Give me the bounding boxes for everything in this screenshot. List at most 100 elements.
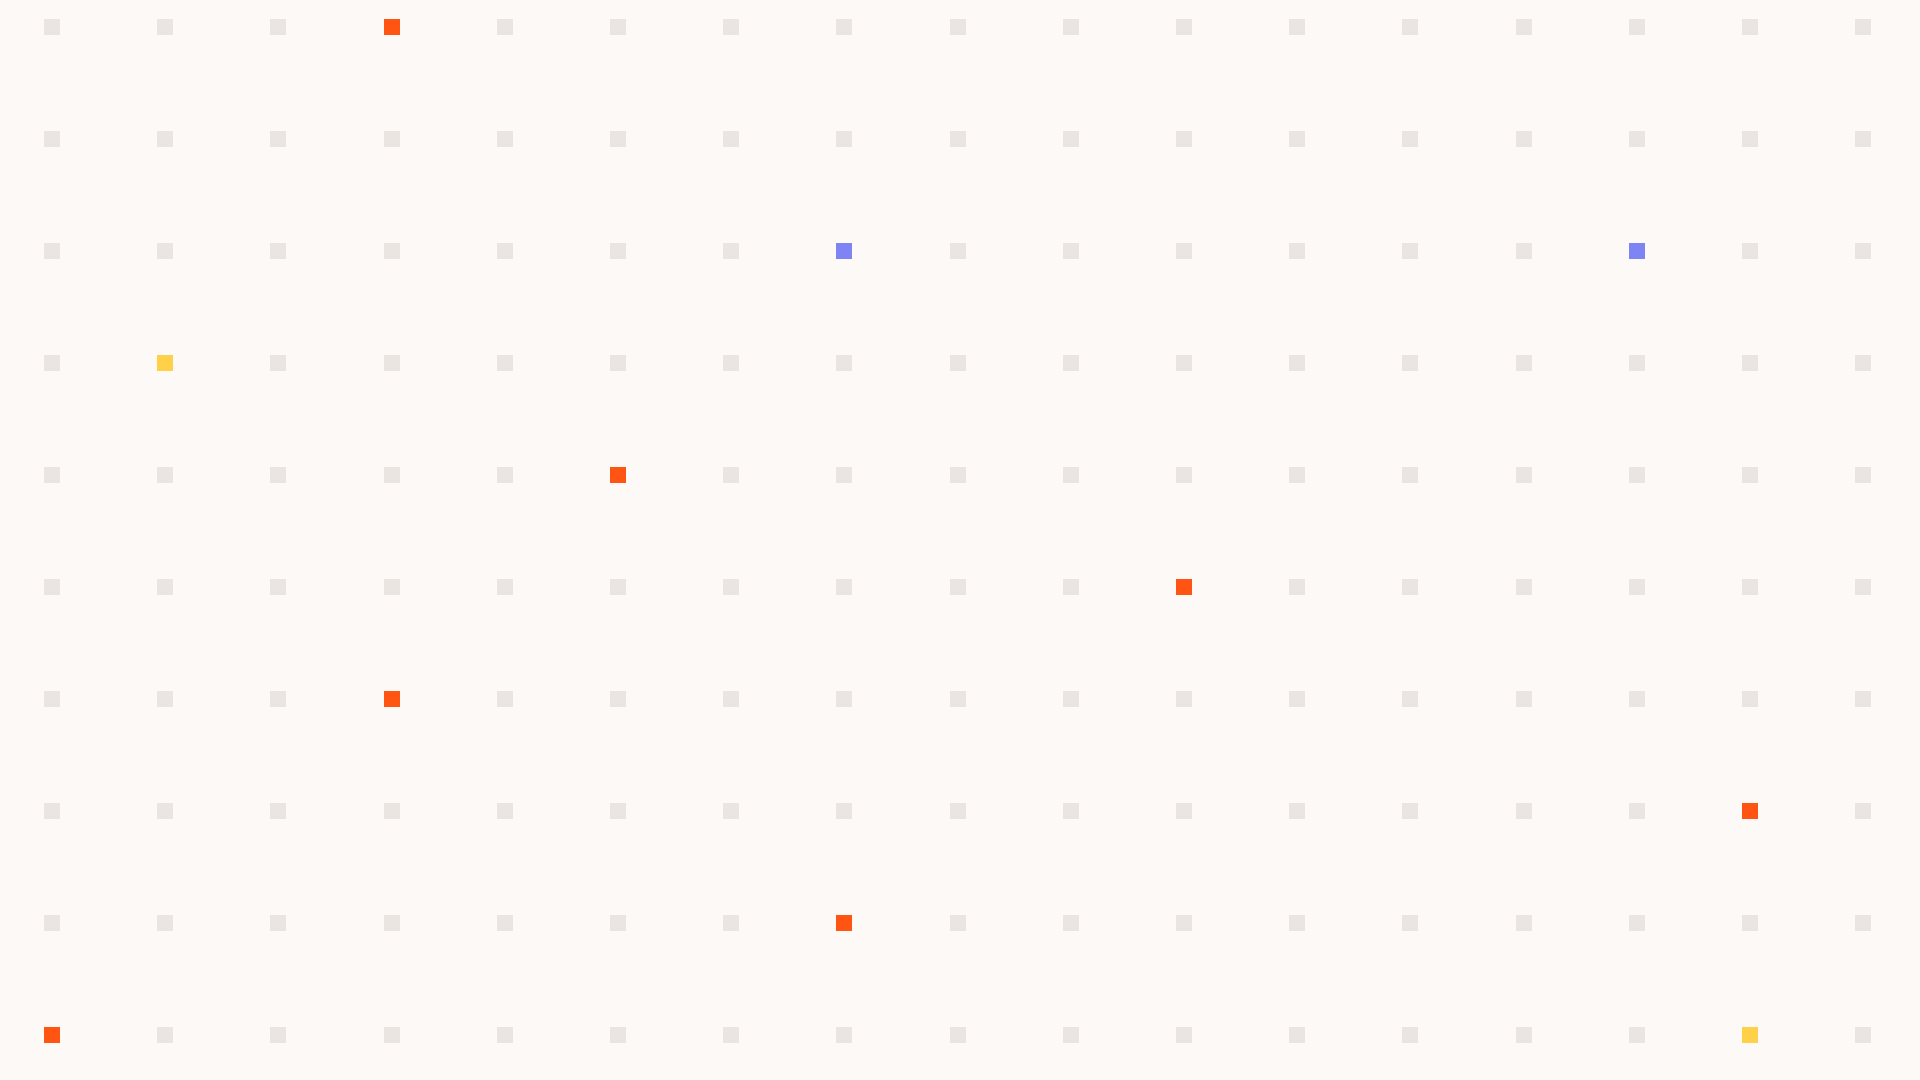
grid-dot xyxy=(1176,691,1192,707)
grid-dot xyxy=(1289,243,1305,259)
grid-dot xyxy=(1063,131,1079,147)
grid-dot xyxy=(723,243,739,259)
grid-dot xyxy=(270,915,286,931)
grid-dot xyxy=(1289,915,1305,931)
grid-dot xyxy=(610,803,626,819)
grid-dot xyxy=(610,19,626,35)
grid-dot xyxy=(723,131,739,147)
grid-dot xyxy=(1402,19,1418,35)
grid-dot xyxy=(1063,355,1079,371)
grid-dot xyxy=(270,691,286,707)
grid-dot xyxy=(157,243,173,259)
grid-dot xyxy=(497,355,513,371)
grid-dot xyxy=(1289,467,1305,483)
grid-dot xyxy=(836,803,852,819)
grid-dot xyxy=(1742,915,1758,931)
grid-dot xyxy=(1176,915,1192,931)
grid-dot xyxy=(836,1027,852,1043)
grid-dot xyxy=(950,803,966,819)
grid-dot xyxy=(1742,579,1758,595)
grid-dot xyxy=(1063,467,1079,483)
grid-dot xyxy=(1629,803,1645,819)
grid-dot xyxy=(384,915,400,931)
grid-dot xyxy=(836,691,852,707)
grid-dot xyxy=(44,579,60,595)
grid-dot xyxy=(157,131,173,147)
grid-dot-blue xyxy=(1629,243,1645,259)
grid-dot xyxy=(1289,803,1305,819)
grid-dot xyxy=(1855,691,1871,707)
grid-dot xyxy=(1063,579,1079,595)
grid-dot xyxy=(950,691,966,707)
grid-dot xyxy=(610,243,626,259)
grid-dot xyxy=(1516,1027,1532,1043)
grid-dot xyxy=(44,691,60,707)
grid-dot xyxy=(1516,19,1532,35)
grid-dot xyxy=(1289,19,1305,35)
grid-dot xyxy=(1063,243,1079,259)
grid-dot xyxy=(1289,355,1305,371)
grid-dot xyxy=(1176,467,1192,483)
grid-dot xyxy=(497,1027,513,1043)
grid-dot xyxy=(384,579,400,595)
grid-dot xyxy=(1402,803,1418,819)
grid-dot-yellow xyxy=(1742,1027,1758,1043)
grid-dot xyxy=(270,355,286,371)
grid-dot xyxy=(1063,803,1079,819)
grid-dot xyxy=(836,355,852,371)
grid-dot-yellow xyxy=(157,355,173,371)
grid-dot xyxy=(1176,19,1192,35)
grid-dot xyxy=(270,243,286,259)
grid-dot xyxy=(1629,691,1645,707)
grid-dot xyxy=(610,355,626,371)
grid-dot xyxy=(1289,579,1305,595)
grid-dot xyxy=(1063,19,1079,35)
grid-dot-orange xyxy=(610,467,626,483)
grid-dot xyxy=(610,131,626,147)
grid-dot xyxy=(44,803,60,819)
grid-dot xyxy=(1176,355,1192,371)
grid-dot xyxy=(270,19,286,35)
grid-dot-orange xyxy=(1742,803,1758,819)
grid-dot xyxy=(1063,691,1079,707)
grid-dot xyxy=(1516,915,1532,931)
grid-dot xyxy=(1289,691,1305,707)
grid-dot xyxy=(1176,243,1192,259)
grid-dot xyxy=(836,579,852,595)
grid-dot xyxy=(44,131,60,147)
grid-dot xyxy=(384,803,400,819)
grid-dot xyxy=(610,915,626,931)
grid-dot xyxy=(1063,1027,1079,1043)
grid-dot-blue xyxy=(836,243,852,259)
grid-dot xyxy=(1629,355,1645,371)
grid-dot xyxy=(1742,243,1758,259)
grid-dot xyxy=(1629,1027,1645,1043)
grid-dot xyxy=(1855,803,1871,819)
grid-dot xyxy=(836,467,852,483)
grid-dot xyxy=(157,915,173,931)
grid-dot xyxy=(1176,1027,1192,1043)
grid-dot xyxy=(1402,355,1418,371)
grid-dot xyxy=(836,131,852,147)
grid-dot xyxy=(497,579,513,595)
grid-dot xyxy=(44,19,60,35)
grid-dot xyxy=(610,1027,626,1043)
grid-dot xyxy=(1402,579,1418,595)
grid-dot xyxy=(1855,1027,1871,1043)
grid-dot xyxy=(1629,915,1645,931)
grid-dot xyxy=(270,1027,286,1043)
grid-dot xyxy=(384,131,400,147)
grid-dot xyxy=(1289,131,1305,147)
grid-dot xyxy=(950,467,966,483)
grid-dot-orange xyxy=(44,1027,60,1043)
grid-dot xyxy=(610,691,626,707)
grid-dot xyxy=(1176,131,1192,147)
grid-dot-orange xyxy=(384,691,400,707)
grid-dot xyxy=(1516,131,1532,147)
grid-dot xyxy=(1855,579,1871,595)
grid-dot xyxy=(723,19,739,35)
grid-dot xyxy=(1855,467,1871,483)
grid-dot xyxy=(44,467,60,483)
grid-dot xyxy=(1402,243,1418,259)
grid-dot xyxy=(1629,131,1645,147)
